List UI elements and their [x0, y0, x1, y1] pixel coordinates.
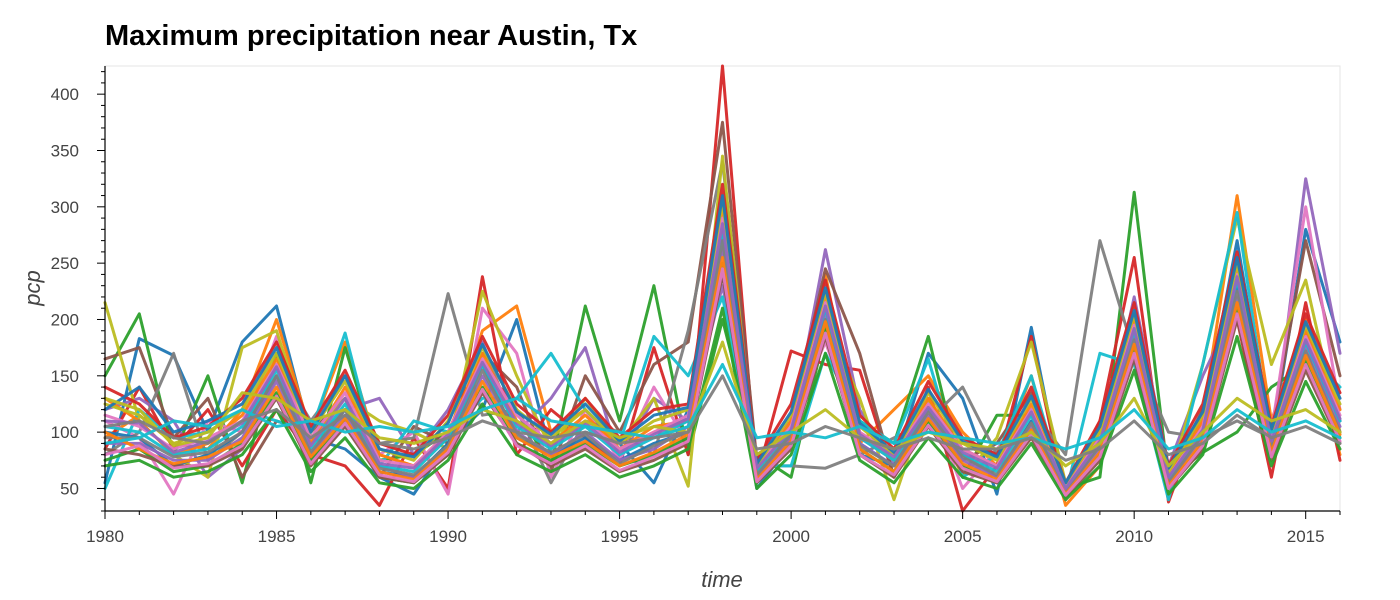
series-group — [103, 64, 1342, 513]
series-line-20 — [103, 239, 1342, 493]
y-tick-label: 400 — [51, 85, 79, 104]
y-tick-label: 50 — [60, 479, 79, 498]
x-tick-label: 2005 — [944, 527, 982, 546]
x-tick-label: 1990 — [429, 527, 467, 546]
x-axis-title: time — [701, 567, 743, 592]
y-axis-title: pcp — [20, 270, 45, 306]
y-tick-label: 150 — [51, 367, 79, 386]
x-tick-label: 2000 — [772, 527, 810, 546]
series-line-28 — [103, 374, 1342, 462]
x-tick-label: 1980 — [86, 527, 124, 546]
x-axis: 1980 1985 1990 1995 2000 2005 2010 2015 — [86, 510, 1341, 546]
series-line-27 — [103, 363, 1342, 451]
x-tick-label: 1985 — [258, 527, 296, 546]
x-tick-label: 2010 — [1115, 527, 1153, 546]
series-line-22 — [103, 194, 1342, 485]
series-line-23 — [103, 256, 1342, 496]
series-line-24 — [103, 222, 1342, 490]
x-tick-label: 2015 — [1287, 527, 1325, 546]
series-line-14 — [103, 182, 1342, 485]
series-line-25 — [103, 267, 1342, 497]
y-tick-label: 250 — [51, 254, 79, 273]
x-tick-label: 1995 — [601, 527, 639, 546]
y-tick-label: 300 — [51, 198, 79, 217]
y-tick-label: 100 — [51, 423, 79, 442]
y-axis: 50 100 150 200 250 300 350 400 — [51, 66, 106, 512]
chart-title: Maximum precipitation near Austin, Tx — [105, 20, 638, 52]
y-tick-label: 350 — [51, 141, 79, 160]
series-line-21 — [103, 306, 1342, 502]
series-line-3 — [103, 190, 1342, 490]
y-tick-label: 200 — [51, 310, 79, 329]
